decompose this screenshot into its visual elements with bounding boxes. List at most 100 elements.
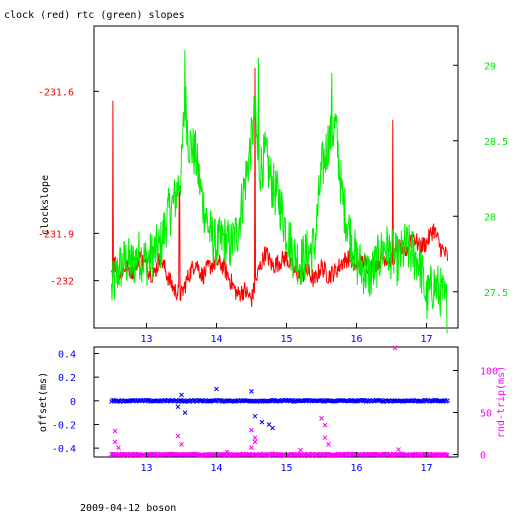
bottom-right-axis-label: rnd-trip(ms) — [496, 366, 507, 438]
round-trip-point — [412, 451, 418, 457]
round-trip-point — [238, 452, 244, 458]
round-trip-point — [153, 452, 158, 458]
offset-point — [125, 398, 131, 404]
round-trip-point — [390, 451, 396, 457]
top-x-tick-label: 16 — [350, 334, 362, 345]
bottom-x-tick-label: 14 — [210, 463, 222, 474]
offset-point — [304, 397, 309, 403]
top-left-tick-label: -231.6 — [38, 87, 74, 98]
bottom-left-axis-label: offset(ms) — [38, 372, 49, 432]
offset-point — [429, 398, 435, 404]
round-trip-point — [269, 451, 275, 457]
round-trip-point-outlier — [396, 447, 401, 452]
round-trip-point — [335, 451, 341, 457]
round-trip-point — [359, 451, 365, 457]
round-trip-point — [353, 451, 359, 457]
bottom-x-tick-label: 16 — [350, 463, 362, 474]
offset-point-outlier — [270, 425, 275, 431]
offset-point — [111, 397, 117, 403]
top-x-tick-label: 15 — [280, 334, 292, 345]
round-trip-point — [194, 451, 200, 457]
offset-point-outlier — [182, 410, 188, 415]
offset-point — [178, 398, 184, 403]
round-trip-point — [264, 452, 269, 458]
offset-point — [191, 397, 197, 403]
bottom-x-tick-label: 17 — [420, 463, 432, 474]
round-trip-point-outlier — [392, 345, 398, 351]
offset-point — [371, 398, 377, 404]
round-trip-point-outlier — [249, 445, 254, 451]
round-trip-point — [343, 451, 348, 457]
offset-point-outlier — [179, 392, 184, 398]
offset-point — [162, 397, 167, 403]
rtc-slope-series — [111, 50, 448, 334]
offset-point — [345, 398, 351, 404]
top-right-tick-label: 29 — [484, 61, 496, 72]
offset-point — [300, 398, 306, 404]
round-trip-point-outlier — [326, 442, 331, 447]
round-trip-point — [332, 452, 338, 458]
round-trip-point-outlier — [252, 435, 258, 441]
top-left-tick-label: -232 — [50, 277, 74, 288]
offset-point-outlier — [259, 419, 265, 425]
round-trip-point-outlier — [175, 433, 181, 439]
round-trip-point — [211, 452, 216, 458]
offset-point — [260, 398, 266, 404]
round-trip-point — [305, 451, 311, 457]
round-trip-point — [309, 451, 315, 457]
offset-point-outlier — [175, 404, 181, 410]
round-trip-point — [443, 452, 449, 458]
offset-point — [145, 397, 151, 403]
bottom-left-tick-label: 0.4 — [58, 350, 76, 361]
bottom-x-tick-label: 13 — [140, 463, 152, 474]
round-trip-point — [396, 452, 401, 458]
round-trip-point-outlier — [249, 427, 254, 433]
round-trip-point — [129, 452, 135, 458]
offset-series — [109, 386, 450, 431]
offset-point — [207, 399, 213, 404]
offset-point — [277, 398, 282, 404]
offset-point-outlier — [214, 386, 219, 392]
round-trip-point — [255, 452, 260, 458]
round-trip-point-outlier — [322, 435, 328, 441]
bottom-left-tick-label: 0 — [70, 397, 76, 408]
offset-point — [288, 397, 294, 403]
top-x-tick-label: 17 — [420, 334, 432, 345]
round-trip-point — [433, 452, 439, 458]
round-trip-point — [250, 451, 255, 457]
round-trip-point-outlier — [224, 449, 230, 455]
offset-point — [217, 397, 223, 403]
offset-point — [182, 399, 188, 404]
offset-point — [410, 397, 415, 403]
offset-point — [433, 397, 439, 403]
round-trip-point-outlier — [112, 439, 118, 445]
round-trip-point — [445, 452, 450, 458]
round-trip-point — [114, 452, 120, 458]
offset-point — [169, 397, 175, 403]
bottom-right-tick-label: 50 — [480, 408, 492, 419]
offset-point-outlier — [252, 413, 258, 419]
round-trip-point — [286, 452, 291, 458]
bottom-x-tick-label: 15 — [280, 463, 292, 474]
bottom-left-tick-label: -0.4 — [52, 444, 76, 455]
round-trip-point — [322, 452, 328, 458]
offset-point — [199, 398, 205, 403]
offset-point — [200, 398, 206, 404]
top-x-tick-label: 14 — [210, 334, 222, 345]
round-trip-point — [337, 452, 343, 458]
round-trip-point — [399, 451, 405, 457]
round-trip-point-outlier — [252, 439, 258, 445]
offset-point — [445, 398, 450, 403]
offset-point — [380, 399, 386, 404]
offset-point — [321, 399, 326, 404]
top-right-tick-label: 28.5 — [484, 137, 508, 148]
round-trip-point-outlier — [116, 445, 121, 451]
top-plot-frame — [93, 25, 459, 329]
round-trip-point-outlier — [112, 428, 118, 434]
offset-point-outlier — [249, 389, 254, 394]
chart-title: clock (red) rtc (green) slopes — [4, 10, 185, 21]
offset-point — [349, 398, 355, 403]
offset-point — [270, 397, 276, 403]
